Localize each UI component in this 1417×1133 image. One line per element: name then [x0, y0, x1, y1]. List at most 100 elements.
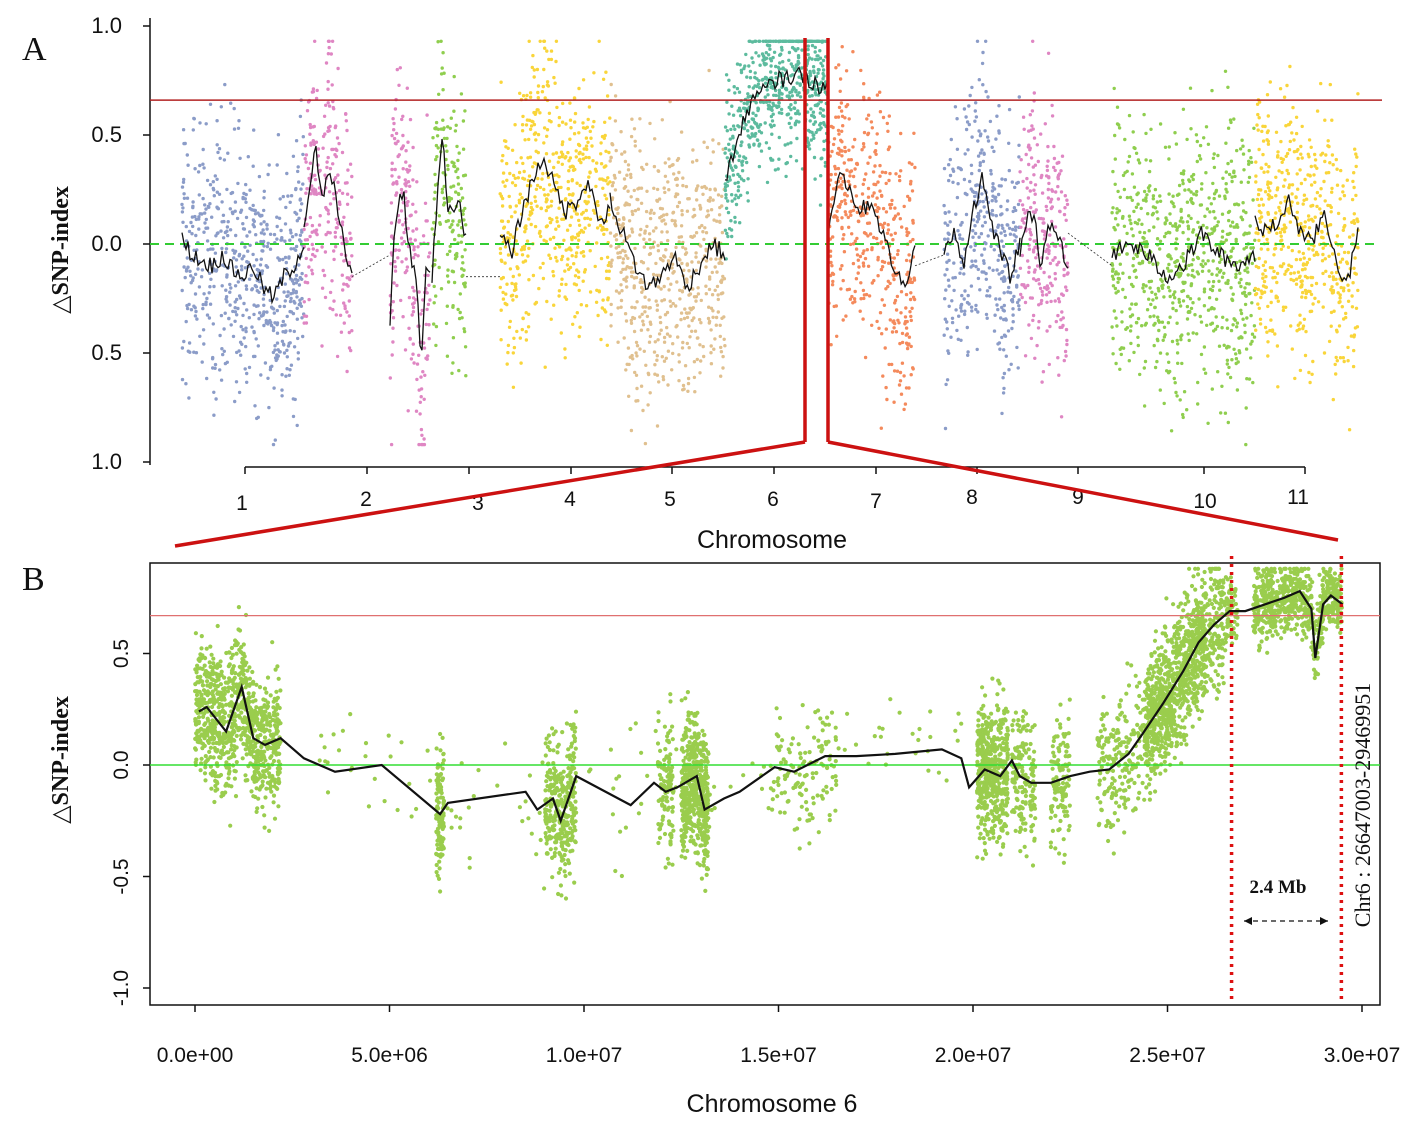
snp-point — [686, 381, 691, 386]
snp-point — [428, 251, 432, 255]
snp-point — [250, 325, 254, 329]
snp-point — [1005, 208, 1009, 212]
snp-point — [201, 162, 205, 166]
snp-point — [576, 232, 580, 236]
snp-point — [999, 213, 1003, 217]
snp-point — [1173, 381, 1177, 385]
snp-point — [1230, 298, 1235, 303]
snp-point — [304, 153, 309, 157]
snp-point — [1211, 284, 1215, 289]
snp-point — [448, 244, 452, 249]
snp-point — [423, 201, 428, 205]
snp-point — [1218, 260, 1222, 264]
snp-point — [683, 307, 687, 311]
snp-point — [1225, 362, 1230, 366]
snp-point — [757, 54, 761, 58]
snp-point — [313, 177, 318, 182]
snp-point — [184, 382, 188, 386]
snp-point — [1299, 144, 1303, 149]
snp-point — [992, 248, 996, 252]
snp-point — [755, 138, 760, 142]
snp-point — [943, 426, 948, 431]
snp-point — [328, 306, 332, 310]
snp-point — [622, 186, 626, 190]
snp-point — [233, 209, 237, 213]
snp-point — [773, 168, 778, 172]
snp-point — [763, 81, 768, 85]
snp-point — [1157, 328, 1161, 333]
snp-point — [1019, 292, 1023, 297]
snp-point — [1062, 358, 1067, 363]
snp-point — [1018, 170, 1022, 174]
snp-point — [521, 316, 525, 320]
snp-point — [1238, 351, 1242, 355]
snp-point — [595, 241, 599, 245]
snp-point — [1261, 152, 1265, 157]
snp-point — [991, 268, 995, 272]
snp-point — [1355, 155, 1359, 159]
snp-point — [754, 101, 758, 105]
snp-point — [860, 148, 864, 152]
snp-point — [524, 330, 528, 334]
snp-point — [693, 390, 697, 394]
snp-point — [964, 115, 968, 119]
snp-point — [1246, 180, 1251, 184]
snp-point — [996, 307, 1000, 312]
snp-point — [740, 140, 744, 144]
snp-point — [617, 244, 621, 249]
snp-point — [301, 182, 305, 186]
snp-point — [183, 275, 187, 280]
snp-point — [207, 316, 212, 320]
snp-point — [1186, 227, 1191, 231]
snp-point — [692, 316, 696, 320]
snp-point — [875, 209, 879, 214]
snp-point — [324, 205, 328, 210]
snp-point — [1017, 304, 1021, 308]
snp-point — [573, 315, 577, 319]
snp-point — [729, 127, 733, 132]
snp-point — [224, 297, 228, 301]
snp-point — [1266, 354, 1270, 358]
snp-point — [440, 190, 444, 195]
snp-point — [417, 290, 421, 294]
snp-point — [1010, 180, 1014, 184]
snp-point — [684, 251, 689, 255]
snp-point — [310, 268, 314, 272]
snp-point — [848, 242, 853, 247]
snp-point — [423, 373, 427, 377]
snp-point — [720, 230, 725, 235]
snp-point — [433, 190, 437, 194]
snp-point — [433, 258, 437, 262]
snp-point — [298, 233, 303, 237]
snp-point — [1279, 139, 1283, 144]
snp-point — [326, 212, 331, 216]
snp-point — [1256, 112, 1260, 117]
snp-point — [609, 312, 613, 317]
snp-point — [777, 88, 782, 93]
snp-point — [197, 217, 201, 221]
snp-point — [540, 177, 544, 181]
snp-point — [254, 258, 259, 262]
snp-point — [434, 343, 438, 348]
snp-point — [507, 194, 511, 199]
snp-point — [527, 137, 531, 142]
snp-point — [1337, 324, 1342, 328]
snp-point — [1248, 224, 1252, 228]
snp-point — [262, 232, 266, 236]
snp-point — [766, 107, 771, 111]
snp-point — [601, 186, 605, 190]
snp-point — [1128, 218, 1132, 222]
snp-point — [1158, 199, 1163, 203]
snp-point — [1352, 171, 1356, 175]
snp-point — [835, 215, 839, 220]
snp-point — [233, 300, 237, 304]
snp-point — [1133, 302, 1138, 306]
snp-point — [192, 248, 196, 252]
snp-point — [840, 149, 844, 153]
snp-point — [636, 207, 641, 211]
snp-point — [717, 142, 721, 146]
snp-point — [538, 111, 542, 115]
snp-point — [298, 197, 303, 201]
snp-point — [1220, 275, 1225, 279]
snp-point — [331, 162, 335, 166]
